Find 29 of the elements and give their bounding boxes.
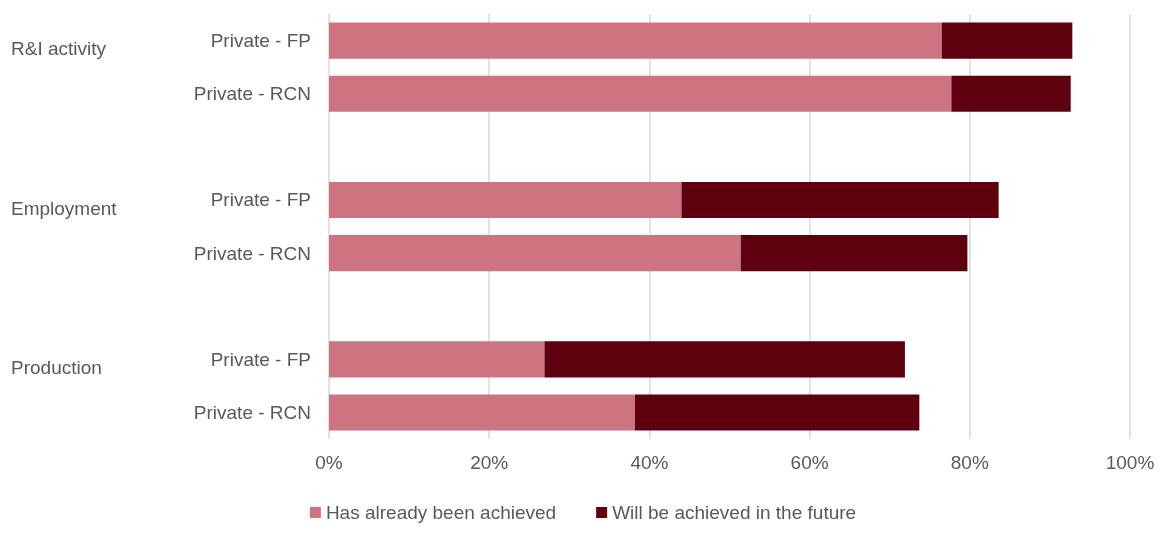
bar bbox=[329, 235, 741, 272]
y-tick-label: Private - RCN bbox=[193, 83, 311, 105]
bar bbox=[329, 75, 952, 112]
text: Employment bbox=[11, 197, 118, 219]
bar bbox=[329, 394, 635, 431]
x-tick-label: 80% bbox=[950, 452, 989, 473]
x-tick-label: 60% bbox=[790, 452, 829, 473]
y-tick-label: Private - FP bbox=[210, 189, 311, 211]
y-tick-label: Private - FP bbox=[210, 30, 311, 52]
x-tick-label: 20% bbox=[470, 452, 509, 473]
bar bbox=[634, 394, 920, 431]
y-tick-label: Private - RCN bbox=[193, 401, 311, 423]
y-tick-label: Private - FP bbox=[210, 348, 311, 370]
bar bbox=[329, 22, 942, 59]
bar bbox=[740, 235, 968, 272]
text: Production bbox=[11, 356, 102, 378]
bar bbox=[941, 22, 1073, 59]
legend-label: Has already been achieved bbox=[325, 502, 557, 523]
bar bbox=[329, 181, 682, 218]
bar bbox=[951, 75, 1071, 112]
x-tick-label: 0% bbox=[315, 452, 343, 473]
y-tick-label: Private - RCN bbox=[193, 242, 311, 264]
legend-label: Will be achieved in the future bbox=[612, 502, 857, 523]
x-tick-label: 40% bbox=[630, 452, 669, 473]
x-tick-label: 100% bbox=[1105, 452, 1155, 473]
bar bbox=[681, 181, 999, 218]
text: R&I activity bbox=[11, 38, 107, 60]
bar bbox=[544, 341, 905, 378]
bar bbox=[329, 341, 545, 378]
